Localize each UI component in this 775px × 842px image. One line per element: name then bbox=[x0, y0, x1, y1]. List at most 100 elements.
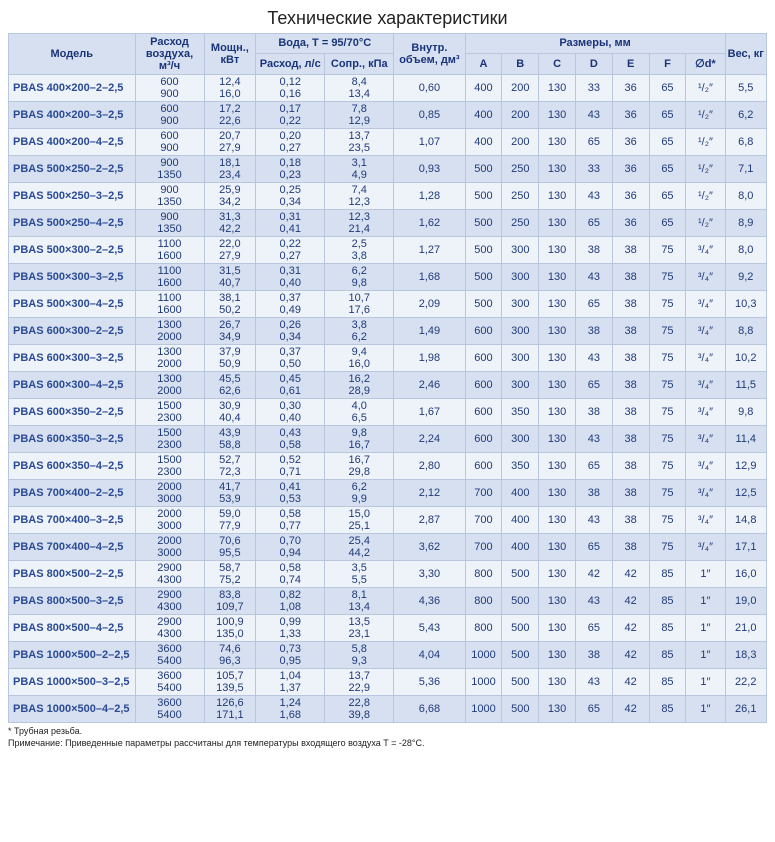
cell-power: 83,8109,7 bbox=[204, 588, 256, 615]
cell-dp: 9,816,7 bbox=[325, 426, 394, 453]
cell-power: 31,540,7 bbox=[204, 264, 256, 291]
cell-airflow: 600900 bbox=[135, 129, 204, 156]
cell-model: PBAS 600×350–2–2,5 bbox=[9, 399, 136, 426]
hdr-airflow: Расход воздуха, м³/ч bbox=[135, 34, 204, 75]
cell-E: 38 bbox=[612, 372, 649, 399]
cell-model: PBAS 700×400–2–2,5 bbox=[9, 480, 136, 507]
cell-volume: 1,28 bbox=[394, 183, 465, 210]
cell-flow: 0,260,34 bbox=[256, 318, 325, 345]
cell-A: 800 bbox=[465, 588, 502, 615]
cell-weight: 21,0 bbox=[725, 615, 766, 642]
cell-A: 600 bbox=[465, 426, 502, 453]
table-row: PBAS 500×250–3–2,5900135025,934,20,250,3… bbox=[9, 183, 767, 210]
cell-A: 500 bbox=[465, 183, 502, 210]
cell-C: 130 bbox=[539, 102, 576, 129]
cell-power: 17,222,6 bbox=[204, 102, 256, 129]
cell-flow: 0,170,22 bbox=[256, 102, 325, 129]
cell-dp: 25,444,2 bbox=[325, 534, 394, 561]
table-row: PBAS 800×500–2–2,52900430058,775,20,580,… bbox=[9, 561, 767, 588]
cell-d: ¹/₂″ bbox=[686, 156, 725, 183]
cell-D: 43 bbox=[575, 588, 612, 615]
cell-E: 38 bbox=[612, 507, 649, 534]
cell-D: 38 bbox=[575, 399, 612, 426]
cell-power: 45,562,6 bbox=[204, 372, 256, 399]
cell-C: 130 bbox=[539, 588, 576, 615]
cell-E: 38 bbox=[612, 237, 649, 264]
cell-F: 65 bbox=[649, 183, 686, 210]
cell-C: 130 bbox=[539, 669, 576, 696]
table-row: PBAS 1000×500–2–2,53600540074,696,30,730… bbox=[9, 642, 767, 669]
cell-model: PBAS 700×400–4–2,5 bbox=[9, 534, 136, 561]
table-header: Модель Расход воздуха, м³/ч Мощн., кВт В… bbox=[9, 34, 767, 75]
cell-flow: 0,991,33 bbox=[256, 615, 325, 642]
cell-B: 500 bbox=[502, 642, 539, 669]
cell-F: 85 bbox=[649, 669, 686, 696]
cell-airflow: 13002000 bbox=[135, 372, 204, 399]
cell-E: 36 bbox=[612, 183, 649, 210]
cell-model: PBAS 600×300–4–2,5 bbox=[9, 372, 136, 399]
cell-C: 130 bbox=[539, 183, 576, 210]
cell-D: 38 bbox=[575, 642, 612, 669]
cell-d: ³/₄″ bbox=[686, 453, 725, 480]
cell-volume: 4,36 bbox=[394, 588, 465, 615]
cell-flow: 0,300,40 bbox=[256, 399, 325, 426]
cell-flow: 0,410,53 bbox=[256, 480, 325, 507]
cell-weight: 5,5 bbox=[725, 75, 766, 102]
hdr-B: B bbox=[502, 53, 539, 74]
cell-C: 130 bbox=[539, 453, 576, 480]
cell-flow: 1,041,37 bbox=[256, 669, 325, 696]
cell-d: 1″ bbox=[686, 588, 725, 615]
cell-model: PBAS 600×300–2–2,5 bbox=[9, 318, 136, 345]
cell-model: PBAS 600×350–3–2,5 bbox=[9, 426, 136, 453]
cell-A: 600 bbox=[465, 399, 502, 426]
hdr-A: A bbox=[465, 53, 502, 74]
cell-weight: 8,8 bbox=[725, 318, 766, 345]
cell-weight: 14,8 bbox=[725, 507, 766, 534]
cell-D: 38 bbox=[575, 237, 612, 264]
cell-d: ³/₄″ bbox=[686, 426, 725, 453]
cell-power: 41,753,9 bbox=[204, 480, 256, 507]
cell-C: 130 bbox=[539, 291, 576, 318]
cell-C: 130 bbox=[539, 156, 576, 183]
cell-F: 85 bbox=[649, 588, 686, 615]
cell-d: ³/₄″ bbox=[686, 399, 725, 426]
cell-D: 65 bbox=[575, 129, 612, 156]
cell-flow: 0,370,49 bbox=[256, 291, 325, 318]
cell-E: 38 bbox=[612, 453, 649, 480]
cell-F: 75 bbox=[649, 480, 686, 507]
cell-E: 38 bbox=[612, 318, 649, 345]
cell-dp: 7,412,3 bbox=[325, 183, 394, 210]
cell-A: 500 bbox=[465, 237, 502, 264]
cell-airflow: 29004300 bbox=[135, 561, 204, 588]
hdr-weight: Вес, кг bbox=[725, 34, 766, 75]
hdr-D: D bbox=[575, 53, 612, 74]
cell-E: 36 bbox=[612, 129, 649, 156]
cell-C: 130 bbox=[539, 372, 576, 399]
cell-D: 65 bbox=[575, 615, 612, 642]
cell-flow: 0,310,40 bbox=[256, 264, 325, 291]
footnote-1: * Трубная резьба. bbox=[8, 725, 767, 737]
cell-C: 130 bbox=[539, 237, 576, 264]
cell-D: 33 bbox=[575, 156, 612, 183]
cell-volume: 1,98 bbox=[394, 345, 465, 372]
cell-B: 500 bbox=[502, 696, 539, 723]
cell-A: 1000 bbox=[465, 642, 502, 669]
cell-weight: 26,1 bbox=[725, 696, 766, 723]
cell-F: 75 bbox=[649, 534, 686, 561]
hdr-model: Модель bbox=[9, 34, 136, 75]
cell-B: 250 bbox=[502, 156, 539, 183]
cell-model: PBAS 500×300–2–2,5 bbox=[9, 237, 136, 264]
cell-volume: 2,24 bbox=[394, 426, 465, 453]
cell-D: 38 bbox=[575, 480, 612, 507]
cell-B: 400 bbox=[502, 507, 539, 534]
table-row: PBAS 400×200–2–2,560090012,416,00,120,16… bbox=[9, 75, 767, 102]
hdr-dims: Размеры, мм bbox=[465, 34, 725, 54]
cell-model: PBAS 500×250–3–2,5 bbox=[9, 183, 136, 210]
table-row: PBAS 500×250–4–2,5900135031,342,20,310,4… bbox=[9, 210, 767, 237]
cell-airflow: 13002000 bbox=[135, 318, 204, 345]
table-row: PBAS 500×250–2–2,5900135018,123,40,180,2… bbox=[9, 156, 767, 183]
cell-airflow: 20003000 bbox=[135, 507, 204, 534]
footnotes: * Трубная резьба. Примечание: Приведенны… bbox=[8, 725, 767, 749]
cell-B: 300 bbox=[502, 426, 539, 453]
cell-model: PBAS 800×500–3–2,5 bbox=[9, 588, 136, 615]
